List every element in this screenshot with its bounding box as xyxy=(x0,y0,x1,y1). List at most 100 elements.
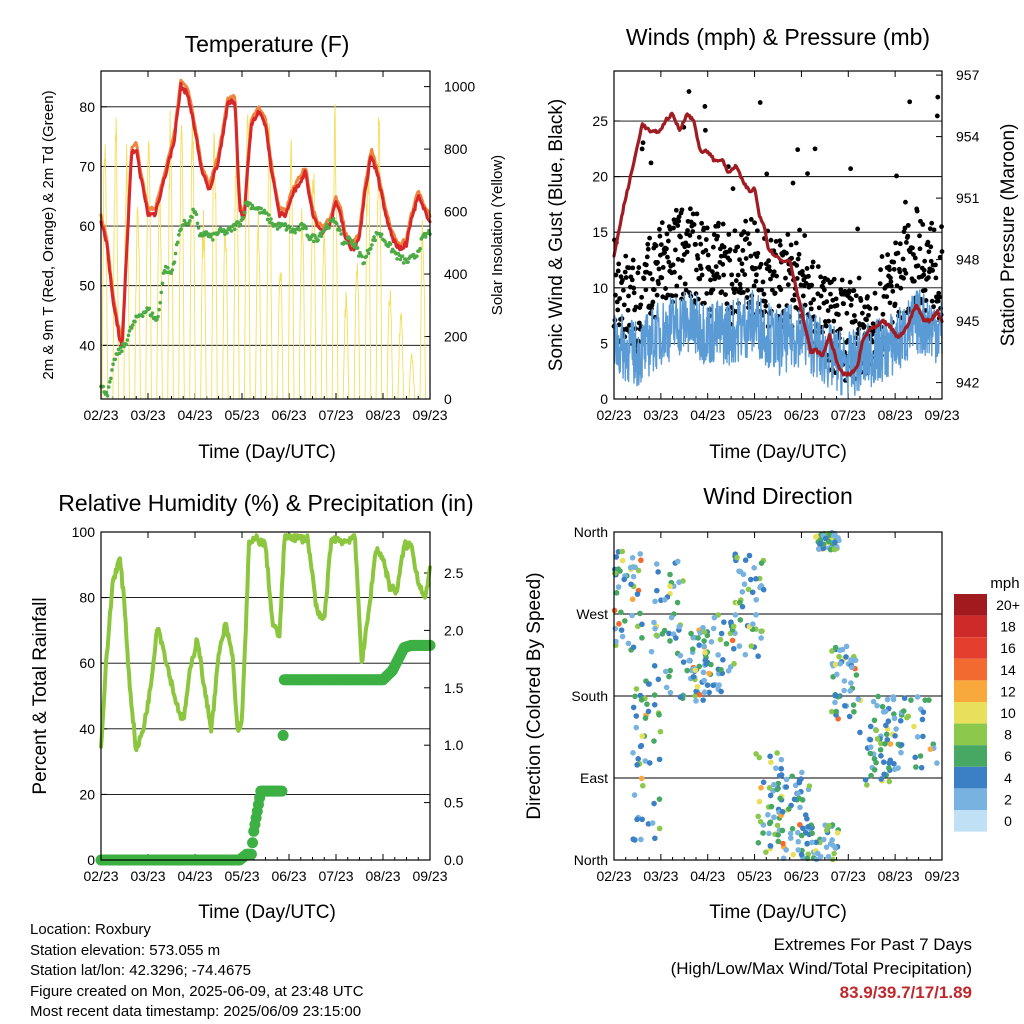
direction-point xyxy=(873,759,879,766)
direction-point xyxy=(833,708,840,715)
gust-point xyxy=(699,272,705,278)
direction-point xyxy=(676,579,682,586)
y-tick-label: 0 xyxy=(600,391,608,407)
direction-point xyxy=(885,718,892,725)
gust-point xyxy=(698,266,704,271)
gust-point xyxy=(766,264,772,270)
gust-point xyxy=(929,298,935,304)
colorbar-label: 6 xyxy=(1004,748,1012,764)
direction-point xyxy=(913,764,919,770)
gust-point xyxy=(809,264,815,270)
gust-point xyxy=(638,302,644,308)
gust-point xyxy=(890,288,896,294)
direction-point xyxy=(729,637,736,644)
dewpoint-point xyxy=(334,221,339,226)
direction-point xyxy=(768,803,775,810)
direction-ylabel: Direction (Colored By Speed) xyxy=(524,572,545,819)
gust-point xyxy=(936,290,942,296)
direction-point xyxy=(791,796,798,803)
direction-point xyxy=(759,628,765,634)
gust-point xyxy=(836,312,841,317)
gust-point xyxy=(733,286,739,292)
direction-point xyxy=(804,840,811,847)
direction-point xyxy=(718,688,724,695)
gust-point xyxy=(699,220,705,226)
direction-point xyxy=(778,765,785,772)
direction-point xyxy=(667,638,673,644)
direction-point xyxy=(740,571,747,578)
x-tick-label: 09/23 xyxy=(924,868,959,884)
gust-point xyxy=(893,240,899,246)
dewpoint-point xyxy=(266,213,271,217)
direction-point xyxy=(879,703,886,710)
direction-point xyxy=(702,657,709,664)
gust-point xyxy=(767,268,773,274)
direction-point xyxy=(652,598,658,605)
gust-point xyxy=(740,248,746,253)
direction-point xyxy=(688,630,694,637)
direction-point xyxy=(873,727,880,734)
dewpoint-point xyxy=(218,226,223,231)
dewpoint-point xyxy=(159,290,164,295)
direction-point xyxy=(829,648,835,654)
x-tick-label: 06/23 xyxy=(271,868,306,884)
gust-point xyxy=(887,300,893,306)
direction-point xyxy=(837,660,843,667)
direction-point xyxy=(674,558,681,565)
x-tick-label: 04/23 xyxy=(690,868,725,884)
precip-point xyxy=(277,729,289,741)
y-tick-label: South xyxy=(571,688,608,704)
gust-point xyxy=(839,277,845,283)
gust-point xyxy=(844,310,850,316)
direction-point xyxy=(689,646,696,652)
colorbar-swatch xyxy=(954,788,987,810)
dewpoint-point xyxy=(316,238,320,242)
direction-point xyxy=(846,713,853,720)
gust-point xyxy=(891,259,897,265)
direction-point xyxy=(897,717,904,724)
wind-speed-line xyxy=(613,289,943,398)
gust-point xyxy=(891,266,897,272)
gust-point xyxy=(873,305,879,311)
direction-panel: Wind Direction Time (Day/UTC) Direction … xyxy=(524,483,960,923)
direction-point xyxy=(710,682,716,689)
dewpoint-point xyxy=(225,231,229,235)
gust-point xyxy=(663,286,668,291)
direction-point xyxy=(901,695,908,701)
gust-point xyxy=(895,250,901,256)
direction-point xyxy=(742,557,749,563)
direction-point xyxy=(766,830,772,837)
direction-point xyxy=(725,667,732,674)
direction-point xyxy=(730,645,737,652)
gust-point xyxy=(639,294,645,300)
dewpoint-point xyxy=(262,208,267,213)
gust-point xyxy=(914,208,920,214)
direction-point xyxy=(667,571,673,578)
gust-point xyxy=(615,268,621,274)
dewpoint-point xyxy=(118,345,123,350)
y2-tick-label: 942 xyxy=(956,375,980,391)
direction-point xyxy=(656,796,663,802)
gust-point xyxy=(658,242,664,248)
direction-point xyxy=(833,671,840,678)
y2-tick-label: 954 xyxy=(956,129,980,145)
direction-point xyxy=(805,823,812,830)
dewpoint-point xyxy=(418,246,422,251)
colorbar-swatch xyxy=(954,810,987,832)
gust-point xyxy=(716,275,722,280)
y2-tick-label: 0.5 xyxy=(444,795,464,811)
gust-point xyxy=(693,241,698,247)
direction-point xyxy=(615,584,622,590)
gust-point xyxy=(816,305,822,311)
direction-point xyxy=(870,698,877,705)
gust-point xyxy=(901,229,907,235)
dewpoint-point xyxy=(319,234,324,238)
dewpoint-point xyxy=(105,393,110,398)
dewpoint-point xyxy=(300,226,305,231)
colorbar-swatch xyxy=(954,594,987,616)
dewpoint-point xyxy=(126,333,131,338)
gust-point xyxy=(884,294,890,300)
gust-point xyxy=(673,293,679,299)
direction-point xyxy=(774,822,781,829)
direction-point xyxy=(695,635,701,641)
